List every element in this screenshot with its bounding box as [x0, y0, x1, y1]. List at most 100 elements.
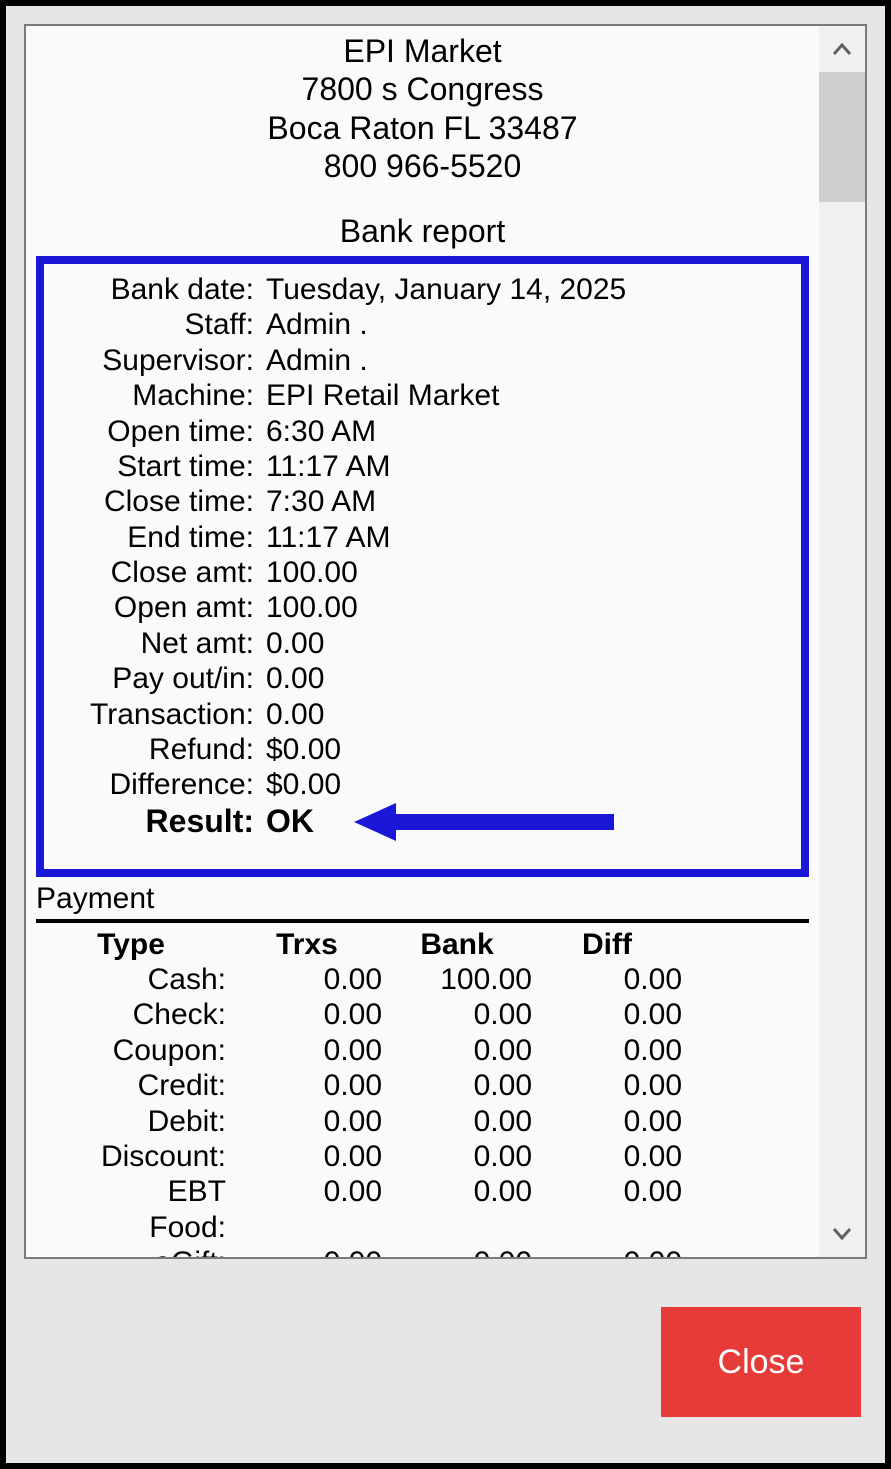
scroll-down-button[interactable] [819, 1211, 865, 1257]
store-address-2: Boca Raton FL 33487 [36, 109, 809, 147]
detail-label: Open time: [54, 414, 266, 449]
report-panel: EPI Market 7800 s Congress Boca Raton FL… [24, 24, 867, 1259]
payment-bank: 0.00 [382, 1139, 532, 1174]
payment-bank: 0.00 [382, 1068, 532, 1103]
scroll-thumb[interactable] [819, 72, 865, 202]
detail-value: Admin . [266, 343, 791, 378]
detail-label: Staff: [54, 307, 266, 342]
detail-row: Bank date:Tuesday, January 14, 2025 [54, 272, 791, 307]
detail-value: 0.00 [266, 661, 791, 696]
detail-row: Machine:EPI Retail Market [54, 378, 791, 413]
store-name: EPI Market [36, 32, 809, 70]
payment-header-row: Type Trxs Bank Diff [36, 927, 809, 962]
payment-type: Credit: [36, 1068, 232, 1103]
report-title: Bank report [36, 212, 809, 250]
detail-label: Net amt: [54, 626, 266, 661]
payment-type: Check: [36, 997, 232, 1032]
payment-diff: 0.00 [532, 1245, 682, 1257]
result-label: Result: [54, 803, 266, 841]
payment-trxs: 0.00 [232, 1174, 382, 1209]
col-trxs: Trxs [232, 927, 382, 962]
scroll-track[interactable] [819, 72, 865, 1211]
payment-diff [532, 1210, 682, 1245]
payment-type: Discount: [36, 1139, 232, 1174]
detail-value: Admin . [266, 307, 791, 342]
detail-value: 7:30 AM [266, 484, 791, 519]
payment-type: Debit: [36, 1104, 232, 1139]
scroll-up-button[interactable] [819, 26, 865, 72]
payment-diff: 0.00 [532, 1033, 682, 1068]
chevron-up-icon [833, 43, 851, 55]
payment-row: Check:0.000.000.00 [36, 997, 809, 1032]
detail-label: Open amt: [54, 590, 266, 625]
vertical-scrollbar[interactable] [819, 26, 865, 1257]
result-row: Result: OK [54, 803, 791, 841]
detail-row: Close amt:100.00 [54, 555, 791, 590]
detail-label: Pay out/in: [54, 661, 266, 696]
detail-value: Tuesday, January 14, 2025 [266, 272, 791, 307]
payment-trxs: 0.00 [232, 1033, 382, 1068]
detail-value: 0.00 [266, 697, 791, 732]
detail-label: Supervisor: [54, 343, 266, 378]
detail-value: $0.00 [266, 732, 791, 767]
detail-row: Open amt:100.00 [54, 590, 791, 625]
payment-trxs: 0.00 [232, 997, 382, 1032]
detail-row: Net amt:0.00 [54, 626, 791, 661]
detail-label: Difference: [54, 767, 266, 802]
col-bank: Bank [382, 927, 532, 962]
detail-row: Supervisor:Admin . [54, 343, 791, 378]
detail-label: End time: [54, 520, 266, 555]
detail-value: 11:17 AM [266, 520, 791, 555]
detail-value: EPI Retail Market [266, 378, 791, 413]
detail-value: 0.00 [266, 626, 791, 661]
detail-label: Start time: [54, 449, 266, 484]
payment-type: Cash: [36, 962, 232, 997]
detail-value: 6:30 AM [266, 414, 791, 449]
detail-row: End time:11:17 AM [54, 520, 791, 555]
payment-bank [382, 1210, 532, 1245]
payment-table: Type Trxs Bank Diff Cash:0.00100.000.00C… [36, 927, 809, 1257]
chevron-down-icon [833, 1228, 851, 1240]
payment-row: Credit:0.000.000.00 [36, 1068, 809, 1103]
payment-trxs: 0.00 [232, 1139, 382, 1174]
result-value: OK [266, 803, 791, 841]
detail-row: Start time:11:17 AM [54, 449, 791, 484]
detail-row: Close time:7:30 AM [54, 484, 791, 519]
payment-diff: 0.00 [532, 1174, 682, 1209]
detail-row: Transaction:0.00 [54, 697, 791, 732]
detail-label: Refund: [54, 732, 266, 767]
detail-label: Bank date: [54, 272, 266, 307]
payment-diff: 0.00 [532, 1139, 682, 1174]
detail-value: 100.00 [266, 590, 791, 625]
col-type: Type [36, 927, 232, 962]
detail-row: Staff:Admin . [54, 307, 791, 342]
detail-value: $0.00 [266, 767, 791, 802]
payment-type: EBT [36, 1174, 232, 1209]
detail-value: 100.00 [266, 555, 791, 590]
payment-bank: 0.00 [382, 1245, 532, 1257]
payment-bank: 100.00 [382, 962, 532, 997]
payment-row: EBT0.000.000.00 [36, 1174, 809, 1209]
payment-trxs: 0.00 [232, 1104, 382, 1139]
dialog-window: EPI Market 7800 s Congress Boca Raton FL… [0, 0, 891, 1469]
store-address-1: 7800 s Congress [36, 70, 809, 108]
payment-trxs [232, 1210, 382, 1245]
payment-bank: 0.00 [382, 1174, 532, 1209]
payment-type: eGift: [36, 1245, 232, 1257]
payment-diff: 0.00 [532, 1068, 682, 1103]
payment-row: Coupon:0.000.000.00 [36, 1033, 809, 1068]
payment-trxs: 0.00 [232, 1068, 382, 1103]
payment-bank: 0.00 [382, 1104, 532, 1139]
payment-diff: 0.00 [532, 997, 682, 1032]
detail-label: Close amt: [54, 555, 266, 590]
payment-row: Discount:0.000.000.00 [36, 1139, 809, 1174]
col-diff: Diff [532, 927, 682, 962]
payment-section-label: Payment [36, 881, 809, 923]
payment-type: Coupon: [36, 1033, 232, 1068]
payment-bank: 0.00 [382, 1033, 532, 1068]
payment-row: Cash:0.00100.000.00 [36, 962, 809, 997]
payment-row: Debit:0.000.000.00 [36, 1104, 809, 1139]
payment-row: eGift:0.000.000.00 [36, 1245, 809, 1257]
close-button[interactable]: Close [661, 1307, 861, 1417]
store-phone: 800 966-5520 [36, 147, 809, 185]
